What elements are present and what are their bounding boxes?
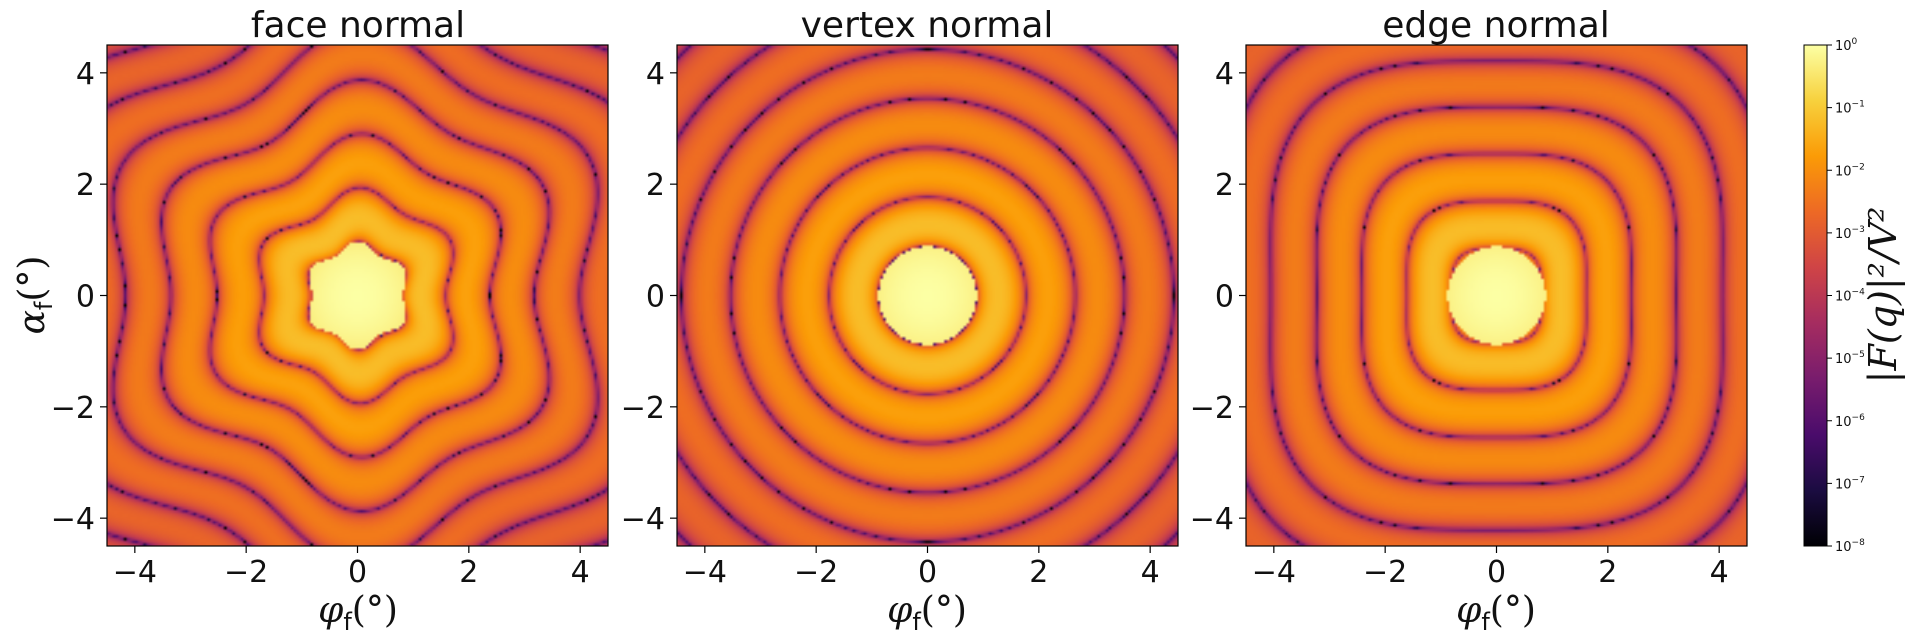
x-ticks: −4 −2 0 2 4 <box>113 546 590 590</box>
x-tick-label: 0 <box>1487 555 1506 590</box>
x-tick-label: −2 <box>1363 555 1407 590</box>
y-tick-label: −4 <box>621 502 665 537</box>
x-axis-label: φf(°) <box>1456 590 1536 636</box>
x-tick-label: −4 <box>1252 555 1296 590</box>
x-ticks: −4 −2 0 2 4 <box>1252 546 1729 590</box>
colorbar-tick-label: 10−1 <box>1835 100 1865 117</box>
colorbar-tick-label: 10−5 <box>1835 350 1865 367</box>
colorbar-tick-label: 10−2 <box>1835 162 1865 179</box>
panel-title: vertex normal <box>801 5 1054 46</box>
x-ticks: −4 −2 0 2 4 <box>683 546 1160 590</box>
y-tick-label: 4 <box>1215 57 1234 92</box>
colorbar-tick-label: 100 <box>1835 37 1858 54</box>
x-tick-label: 4 <box>1710 555 1729 590</box>
x-tick-label: 4 <box>571 555 590 590</box>
x-tick-label: 0 <box>348 555 367 590</box>
y-tick-label: −4 <box>51 502 95 537</box>
panel-vertex-normal: vertex normal −4 −2 0 2 4 −4 −2 0 2 4 φf(°) <box>621 5 1179 636</box>
y-tick-label: 0 <box>646 280 665 315</box>
y-tick-label: −2 <box>1190 391 1234 426</box>
colorbar-tick-label: 10−8 <box>1835 538 1865 555</box>
x-tick-label: 4 <box>1141 555 1160 590</box>
y-tick-label: 2 <box>1215 168 1234 203</box>
y-tick-label: 0 <box>1215 280 1234 315</box>
y-ticks: −4 −2 0 2 4 <box>621 57 677 537</box>
x-tick-label: 2 <box>1598 555 1617 590</box>
y-tick-label: 2 <box>76 168 95 203</box>
y-tick-label: 2 <box>646 168 665 203</box>
x-tick-label: −4 <box>113 555 157 590</box>
y-ticks: −4 −2 0 2 4 <box>1190 57 1246 537</box>
colorbar-ticks: 100 10−1 10−2 10−3 10−4 10−5 10−6 10−7 10−8 <box>1827 37 1865 555</box>
y-tick-label: −4 <box>1190 502 1234 537</box>
y-axis-label: αf(°) <box>12 256 58 335</box>
heatmap-image <box>677 45 1178 546</box>
colorbar-tick-label: 10−7 <box>1835 475 1865 492</box>
colorbar-tick-label: 10−6 <box>1835 413 1865 430</box>
heatmap-image <box>107 45 608 546</box>
x-tick-label: 2 <box>459 555 478 590</box>
y-ticks: −4 −2 0 2 4 <box>51 57 107 537</box>
colorbar-gradient <box>1803 44 1828 547</box>
panel-title: face normal <box>251 5 465 46</box>
panel-face-normal: face normal −4 −2 0 2 4 −4 −2 0 2 4 φf(°) αf(°) <box>12 5 609 636</box>
y-tick-label: 0 <box>76 280 95 315</box>
colorbar-tick-label: 10−3 <box>1835 225 1865 242</box>
y-tick-label: −2 <box>51 391 95 426</box>
panel-title: edge normal <box>1382 5 1610 46</box>
x-axis-label: φf(°) <box>887 590 967 636</box>
x-tick-label: −2 <box>224 555 268 590</box>
x-tick-label: 2 <box>1029 555 1048 590</box>
panel-edge-normal: edge normal −4 −2 0 2 4 −4 −2 0 2 4 φf(°) <box>1190 5 1748 636</box>
y-tick-label: 4 <box>76 57 95 92</box>
colorbar: 100 10−1 10−2 10−3 10−4 10−5 10−6 10−7 10−8 |F(q… <box>1803 37 1905 555</box>
y-tick-label: 4 <box>646 57 665 92</box>
x-axis-label: φf(°) <box>318 590 398 636</box>
colorbar-tick-label: 10−4 <box>1835 288 1865 305</box>
heatmap-image <box>1246 45 1747 546</box>
x-tick-label: −2 <box>794 555 838 590</box>
x-tick-label: −4 <box>683 555 727 590</box>
y-tick-label: −2 <box>621 391 665 426</box>
colorbar-label: |F(q)|²/V² <box>1861 207 1905 384</box>
x-tick-label: 0 <box>918 555 937 590</box>
